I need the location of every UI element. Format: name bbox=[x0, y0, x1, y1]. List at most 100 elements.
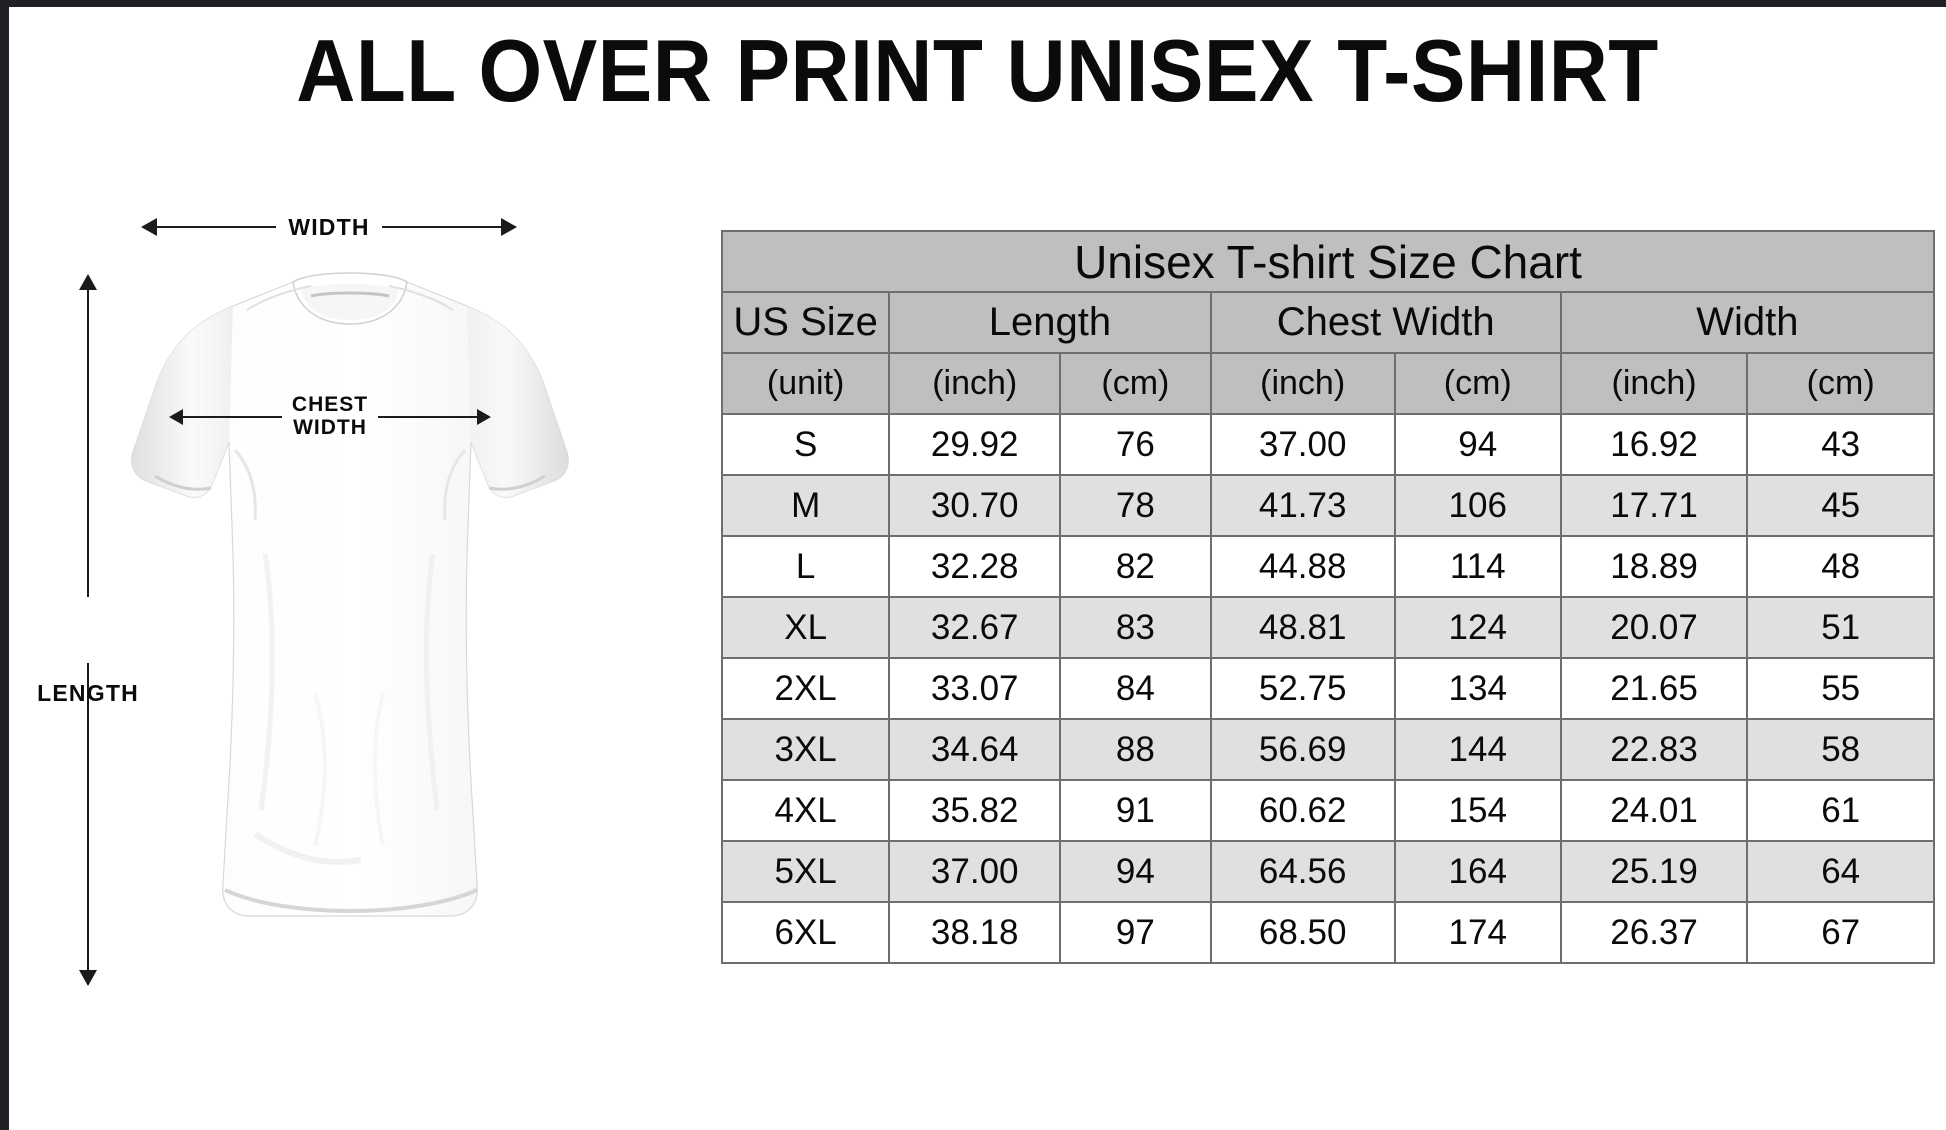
dimension-line bbox=[378, 416, 477, 418]
chest-width-label-line1: CHEST bbox=[291, 393, 369, 417]
column-header-width: Width bbox=[1559, 291, 1936, 354]
table-row: 5XL 37.00 94 64.56 164 25.19 64 bbox=[720, 840, 1935, 903]
table-group-header-row: US Size Length Chest Width Width bbox=[720, 291, 1936, 354]
cell-chest-cm: 134 bbox=[1393, 657, 1562, 720]
cell-size: 5XL bbox=[720, 840, 891, 903]
cell-width-inch: 22.83 bbox=[1559, 718, 1749, 781]
cell-size: 6XL bbox=[720, 901, 891, 964]
cell-length-inch: 29.92 bbox=[888, 413, 1062, 476]
cell-chest-inch: 37.00 bbox=[1209, 413, 1396, 476]
chest-width-label: CHEST WIDTH bbox=[282, 393, 378, 439]
table-row: L 32.28 82 44.88 114 18.89 48 bbox=[720, 535, 1935, 598]
arrow-head-left-icon bbox=[141, 218, 157, 236]
table-row: XL 32.67 83 48.81 124 20.07 51 bbox=[720, 596, 1935, 659]
cell-size: 4XL bbox=[720, 779, 891, 842]
cell-length-cm: 91 bbox=[1059, 779, 1212, 842]
table-unit-header-row: (unit) (inch) (cm) (inch) (cm) (inch) (c… bbox=[720, 352, 1935, 415]
table-row: M 30.70 78 41.73 106 17.71 45 bbox=[720, 474, 1935, 537]
cell-length-inch: 35.82 bbox=[888, 779, 1062, 842]
cell-chest-cm: 94 bbox=[1393, 413, 1562, 476]
tshirt-measurement-diagram: WIDTH LENGTH bbox=[19, 192, 699, 1022]
cell-width-cm: 45 bbox=[1746, 474, 1935, 537]
cell-width-cm: 55 bbox=[1746, 657, 1935, 720]
chest-width-label-line2: WIDTH bbox=[293, 416, 367, 439]
cell-chest-inch: 64.56 bbox=[1209, 840, 1396, 903]
column-header-chest-width: Chest Width bbox=[1209, 291, 1562, 354]
cell-length-inch: 38.18 bbox=[888, 901, 1062, 964]
cell-size: XL bbox=[720, 596, 891, 659]
cell-chest-inch: 52.75 bbox=[1209, 657, 1396, 720]
cell-width-inch: 21.65 bbox=[1559, 657, 1749, 720]
arrow-head-up-icon bbox=[79, 274, 97, 290]
cell-length-inch: 30.70 bbox=[888, 474, 1062, 537]
cell-length-cm: 82 bbox=[1059, 535, 1212, 598]
arrow-head-down-icon bbox=[79, 970, 97, 986]
cell-chest-inch: 44.88 bbox=[1209, 535, 1396, 598]
cell-chest-inch: 68.50 bbox=[1209, 901, 1396, 964]
width-label: WIDTH bbox=[288, 213, 370, 240]
cell-chest-cm: 144 bbox=[1393, 718, 1562, 781]
cell-chest-inch: 41.73 bbox=[1209, 474, 1396, 537]
unit-header-width-cm: (cm) bbox=[1746, 352, 1935, 415]
cell-size: S bbox=[720, 413, 891, 476]
unit-header-unit: (unit) bbox=[720, 352, 891, 415]
table-row: 6XL 38.18 97 68.50 174 26.37 67 bbox=[720, 901, 1935, 964]
cell-chest-inch: 56.69 bbox=[1209, 718, 1396, 781]
cell-length-cm: 83 bbox=[1059, 596, 1212, 659]
unit-header-chest-cm: (cm) bbox=[1393, 352, 1562, 415]
table-title-row: Unisex T-shirt Size Chart bbox=[721, 230, 1935, 293]
unit-header-length-inch: (inch) bbox=[888, 352, 1062, 415]
cell-width-inch: 17.71 bbox=[1559, 474, 1749, 537]
cell-chest-cm: 114 bbox=[1393, 535, 1562, 598]
column-header-us-size: US Size bbox=[720, 291, 891, 354]
cell-length-inch: 34.64 bbox=[888, 718, 1062, 781]
cell-length-inch: 32.28 bbox=[888, 535, 1062, 598]
cell-length-cm: 94 bbox=[1059, 840, 1212, 903]
dimension-line bbox=[87, 290, 89, 597]
size-chart-title: Unisex T-shirt Size Chart bbox=[721, 230, 1935, 293]
unit-header-width-inch: (inch) bbox=[1559, 352, 1749, 415]
dimension-line bbox=[87, 663, 89, 970]
cell-size: M bbox=[720, 474, 891, 537]
chest-width-dimension-arrow: CHEST WIDTH bbox=[169, 393, 491, 439]
dimension-line bbox=[157, 226, 277, 228]
cell-width-cm: 67 bbox=[1746, 901, 1935, 964]
column-header-length: Length bbox=[888, 291, 1212, 354]
cell-size: 2XL bbox=[720, 657, 891, 720]
length-label: LENGTH bbox=[37, 680, 139, 706]
table-row: 2XL 33.07 84 52.75 134 21.65 55 bbox=[720, 657, 1935, 720]
dimension-line bbox=[381, 226, 501, 228]
cell-chest-cm: 154 bbox=[1393, 779, 1562, 842]
cell-chest-cm: 174 bbox=[1393, 901, 1562, 964]
cell-size: L bbox=[720, 535, 891, 598]
cell-size: 3XL bbox=[720, 718, 891, 781]
page-title: ALL OVER PRINT UNISEX T-SHIRT bbox=[296, 21, 1659, 120]
cell-length-inch: 32.67 bbox=[888, 596, 1062, 659]
arrow-head-right-icon bbox=[501, 218, 517, 236]
cell-chest-cm: 164 bbox=[1393, 840, 1562, 903]
unit-header-length-cm: (cm) bbox=[1059, 352, 1212, 415]
length-dimension-arrow bbox=[75, 274, 101, 986]
arrow-head-left-icon bbox=[169, 409, 183, 425]
table-row: S 29.92 76 37.00 94 16.92 43 bbox=[720, 413, 1935, 476]
cell-width-inch: 25.19 bbox=[1559, 840, 1749, 903]
cell-width-inch: 18.89 bbox=[1559, 535, 1749, 598]
cell-length-inch: 33.07 bbox=[888, 657, 1062, 720]
cell-width-inch: 16.92 bbox=[1559, 413, 1749, 476]
width-dimension-arrow: WIDTH bbox=[141, 214, 517, 240]
arrow-head-right-icon bbox=[477, 409, 491, 425]
cell-width-cm: 48 bbox=[1746, 535, 1935, 598]
cell-length-inch: 37.00 bbox=[888, 840, 1062, 903]
cell-width-cm: 64 bbox=[1746, 840, 1935, 903]
tshirt-illustration bbox=[131, 272, 569, 917]
cell-chest-cm: 124 bbox=[1393, 596, 1562, 659]
size-chart-table-body: Unisex T-shirt Size Chart US Size Length… bbox=[720, 230, 1936, 964]
cell-width-inch: 20.07 bbox=[1559, 596, 1749, 659]
cell-length-cm: 84 bbox=[1059, 657, 1212, 720]
cell-width-cm: 58 bbox=[1746, 718, 1935, 781]
cell-chest-cm: 106 bbox=[1393, 474, 1562, 537]
size-chart-table-container: Unisex T-shirt Size Chart US Size Length… bbox=[720, 230, 1936, 964]
cell-length-cm: 88 bbox=[1059, 718, 1212, 781]
dimension-line-gap bbox=[87, 597, 89, 663]
